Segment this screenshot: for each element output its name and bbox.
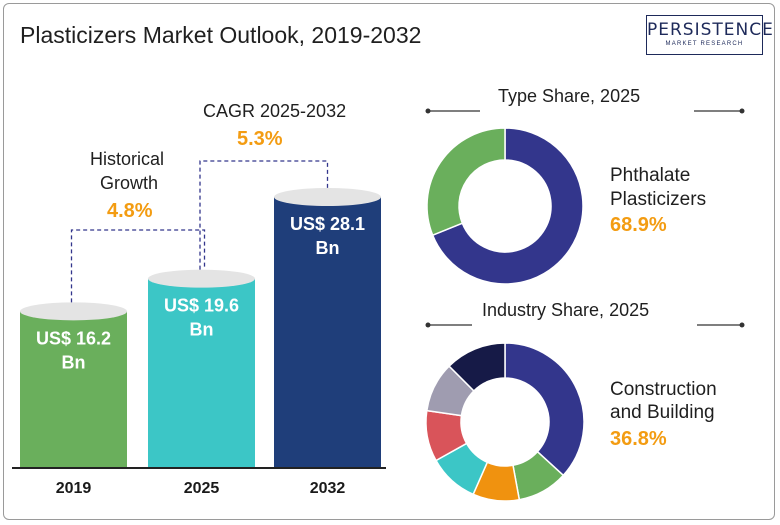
brand-logo: PERSISTENCE MARKET RESEARCH <box>646 15 774 55</box>
historical-label-line1: Historical <box>90 149 165 169</box>
bar-unit-label-2019: Bn <box>62 352 86 372</box>
bar-cap-2019 <box>20 302 127 321</box>
type-share-separator-dot-right <box>739 108 745 114</box>
bar-value-label-2025: US$ 19.6 <box>164 296 239 316</box>
industry-share-value: 36.8% <box>610 428 667 450</box>
industry-share-separator-dot-left <box>425 322 431 328</box>
industry-share-donut-slice-6 <box>448 342 506 392</box>
bar-2025 <box>148 278 255 467</box>
logo-main-text: PERSISTENCE <box>647 20 774 40</box>
type-share-title: Type Share, 2025 <box>498 86 641 106</box>
type-share-label-line1: Phthalate <box>610 165 691 186</box>
page-title: Plasticizers Market Outlook, 2019-2032 <box>20 22 422 48</box>
type-share-value: 68.9% <box>610 214 667 236</box>
industry-share-label-line1: Construction <box>610 379 717 400</box>
historical-growth-connector <box>70 229 206 303</box>
cagr-label: CAGR 2025-2032 <box>203 101 347 121</box>
industry-share-title: Industry Share, 2025 <box>482 300 650 320</box>
bar-value-label-2032: US$ 28.1 <box>290 214 365 234</box>
type-share-donut-slice-0 <box>431 127 584 285</box>
type-share-label-line2: Plasticizers <box>610 189 707 210</box>
historical-label-line2: Growth <box>100 173 159 193</box>
bar-2032 <box>274 197 381 467</box>
x-tick-2019: 2019 <box>56 480 92 497</box>
type-share-separator-dot-left <box>425 108 431 114</box>
type-share-donut-slice-1 <box>426 127 506 237</box>
x-tick-2032: 2032 <box>310 480 346 497</box>
bar-value-label-2019: US$ 16.2 <box>36 328 111 348</box>
historical-growth-value: 4.8% <box>107 200 153 222</box>
industry-share-donut-slice-0 <box>504 342 585 477</box>
x-tick-2025: 2025 <box>184 480 220 497</box>
chart-frame <box>3 3 775 520</box>
industry-share-label-line2: and Building <box>610 402 715 423</box>
bar-2019 <box>20 311 127 467</box>
bar-cap-2025 <box>148 269 255 288</box>
bar-cap-2032 <box>274 188 381 206</box>
cagr-value: 5.3% <box>237 128 283 150</box>
bar-unit-label-2025: Bn <box>190 320 214 340</box>
bar-unit-label-2032: Bn <box>316 238 340 258</box>
logo-sub-text: MARKET RESEARCH <box>665 41 744 47</box>
industry-share-separator-dot-right <box>739 322 745 328</box>
